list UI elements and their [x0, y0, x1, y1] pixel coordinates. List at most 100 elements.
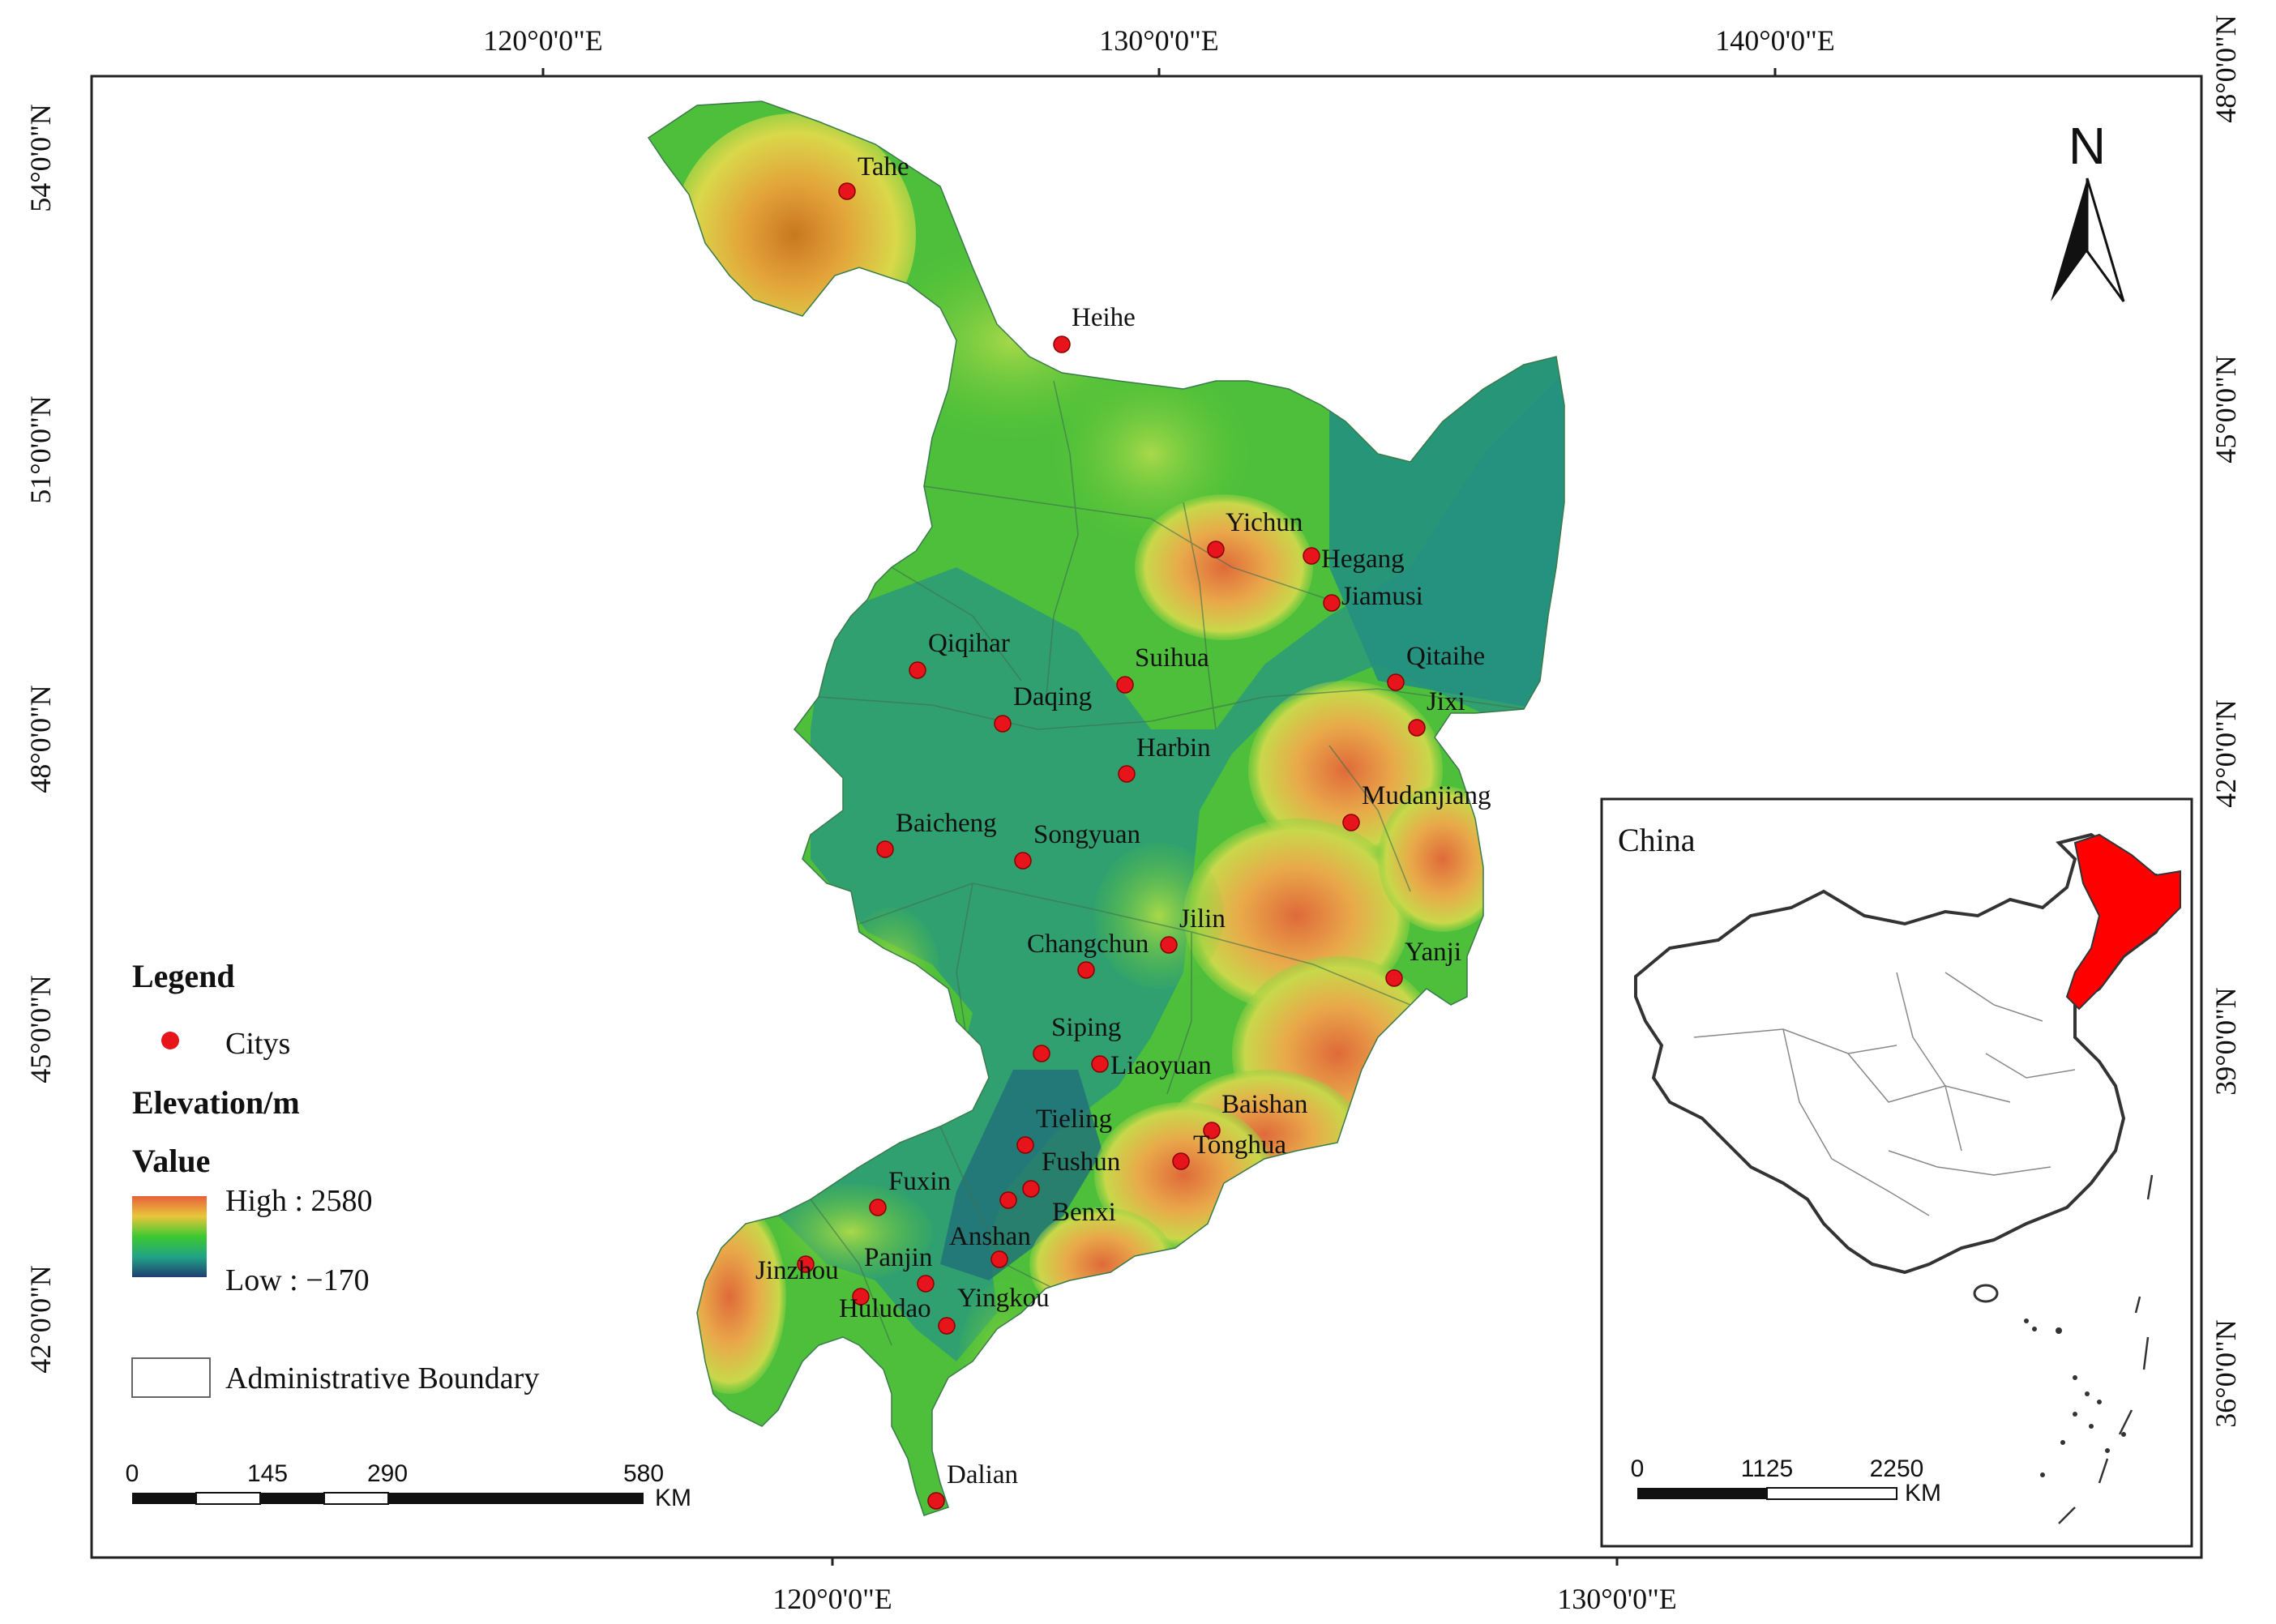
- city-label: Huludao: [839, 1294, 931, 1323]
- legend-elevation-title: Elevation/m: [132, 1084, 300, 1121]
- city-label: Yingkou: [957, 1284, 1050, 1313]
- left-tick-label: 51°0'0"N: [24, 395, 57, 504]
- city-label: Baishan: [1221, 1090, 1307, 1119]
- legend-high-label: High : 2580: [225, 1184, 373, 1218]
- city-label: Qitaihe: [1406, 642, 1485, 671]
- city-suihua: Suihua: [1116, 643, 1209, 694]
- city-label: Dalian: [947, 1460, 1018, 1489]
- city-label: Jiamusi: [1341, 582, 1423, 611]
- city-baishan: Baishan: [1203, 1090, 1307, 1139]
- city-marker: [1303, 547, 1320, 565]
- city-tonghua: Tonghua: [1172, 1130, 1286, 1170]
- scale-bar: 0 145 290 580 KM: [126, 1460, 691, 1511]
- city-marker: [1203, 1122, 1221, 1139]
- china-outline: [1634, 832, 2175, 1275]
- city-label: Fushun: [1042, 1147, 1120, 1177]
- left-tick-label: 54°0'0"N: [24, 104, 57, 212]
- city-harbin: Harbin: [1118, 733, 1211, 783]
- top-tick-label: 140°0'0"E: [1715, 24, 1835, 57]
- city-label: Tahe: [858, 152, 909, 182]
- city-marker: [1207, 541, 1225, 558]
- city-label: Tieling: [1036, 1105, 1112, 1134]
- north-arrow: N: [2051, 117, 2125, 302]
- right-tick-label: 36°0'0"N: [2210, 1319, 2242, 1428]
- city-tieling: Tieling: [1016, 1105, 1112, 1154]
- city-marker: [1014, 852, 1032, 870]
- inset-map: China 0 1125 2250 KM: [1600, 797, 2193, 1548]
- inset-scale-unit: KM: [1905, 1480, 1941, 1506]
- legend-value-title: Value: [132, 1143, 210, 1179]
- scale-tick-label: 0: [126, 1460, 139, 1487]
- city-marker: [938, 1317, 956, 1335]
- city-label: Jinzhou: [755, 1256, 839, 1285]
- city-label: Tonghua: [1193, 1130, 1286, 1160]
- left-tick-label: 45°0'0"N: [24, 975, 57, 1083]
- city-label: Anshan: [949, 1222, 1031, 1251]
- left-coordinate-labels: 54°0'0"N 51°0'0"N 48°0'0"N 45°0'0"N 42°0…: [24, 104, 57, 1374]
- city-changchun: Changchun: [1027, 930, 1149, 979]
- city-fuxin: Fuxin: [869, 1167, 951, 1216]
- top-coordinate-labels: 120°0'0"E 130°0'0"E 140°0'0"E: [483, 24, 1835, 76]
- legend-cities-label: Citys: [225, 1027, 290, 1061]
- city-label: Daqing: [1013, 682, 1092, 712]
- top-tick-label: 120°0'0"E: [483, 24, 603, 57]
- city-yingkou: Yingkou: [938, 1284, 1050, 1335]
- city-label: Hegang: [1321, 545, 1405, 574]
- city-label: Harbin: [1136, 733, 1211, 763]
- city-songyuan: Songyuan: [1014, 820, 1140, 870]
- city-label: Suihua: [1135, 643, 1209, 673]
- city-label: Benxi: [1052, 1198, 1116, 1227]
- right-tick-label: 39°0'0"N: [2210, 987, 2242, 1096]
- city-panjin: Panjin: [864, 1243, 935, 1293]
- right-tick-label: 48°0'0"N: [2210, 15, 2242, 123]
- inset-scale-tick-label: 2250: [1870, 1455, 1924, 1482]
- city-label: Yanji: [1405, 938, 1461, 967]
- city-marker: [1116, 676, 1134, 694]
- right-tick-label: 42°0'0"N: [2210, 699, 2242, 808]
- city-hegang: Hegang: [1303, 545, 1405, 574]
- bottom-tick-label: 120°0'0"E: [772, 1583, 892, 1615]
- north-arrow-right-half: [2086, 177, 2125, 302]
- city-label: Fuxin: [888, 1167, 951, 1196]
- city-jilin: Jilin: [1160, 904, 1226, 954]
- city-qitaihe: Qitaihe: [1387, 642, 1485, 691]
- city-label: Jilin: [1179, 904, 1226, 934]
- city-marker: [852, 1288, 870, 1306]
- region-outline: [647, 100, 1565, 1516]
- city-marker: [999, 1191, 1017, 1209]
- city-anshan: Anshan: [949, 1222, 1031, 1268]
- city-liaoyuan: Liaoyuan: [1091, 1051, 1212, 1080]
- city-marker: [876, 840, 894, 858]
- city-marker: [917, 1275, 935, 1293]
- city-label: Panjin: [864, 1243, 932, 1272]
- city-siping: Siping: [1033, 1013, 1121, 1062]
- city-marker: [1077, 961, 1095, 979]
- inset-scale-tick-label: 0: [1631, 1455, 1645, 1482]
- city-marker: [1091, 1055, 1109, 1073]
- elevation-region: [647, 100, 1565, 1516]
- city-label: Changchun: [1027, 930, 1149, 959]
- city-marker: [1160, 936, 1178, 954]
- city-mudanjiang: Mudanjiang: [1342, 781, 1491, 831]
- city-marker: [990, 1250, 1008, 1268]
- right-coordinate-labels: 48°0'0"N 45°0'0"N 42°0'0"N 39°0'0"N 36°0…: [2210, 15, 2242, 1428]
- city-label: Heihe: [1072, 303, 1136, 332]
- left-tick-label: 48°0'0"N: [24, 685, 57, 793]
- right-tick-label: 45°0'0"N: [2210, 355, 2242, 464]
- city-dalian: Dalian: [927, 1460, 1018, 1510]
- bottom-coordinate-labels: 120°0'0"E 130°0'0"E: [772, 1558, 1677, 1615]
- city-marker: [1323, 594, 1341, 612]
- northeast-china-highlight: [2065, 833, 2181, 1011]
- legend-low-label: Low : −170: [225, 1263, 370, 1297]
- city-qiqihar: Qiqihar: [909, 629, 1010, 679]
- city-label: Jixi: [1427, 687, 1465, 716]
- city-baicheng: Baicheng: [876, 809, 997, 858]
- city-marker: [1172, 1152, 1190, 1170]
- city-marker: [1016, 1136, 1034, 1154]
- legend-boundary-label: Administrative Boundary: [225, 1361, 539, 1395]
- north-label: N: [2069, 117, 2106, 175]
- city-marker: [1385, 969, 1403, 987]
- city-fushun: Fushun: [1022, 1147, 1120, 1198]
- city-jinzhou: Jinzhou: [755, 1255, 839, 1285]
- city-marker: [1387, 673, 1405, 691]
